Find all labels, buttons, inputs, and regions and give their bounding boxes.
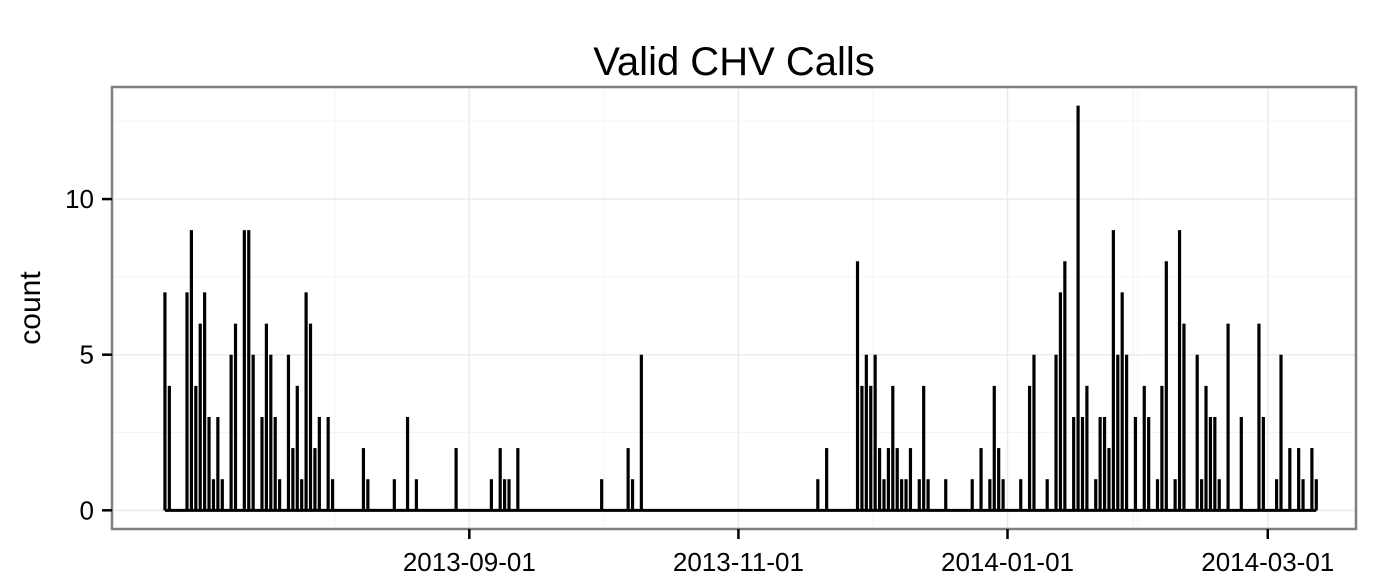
axes: 2013-09-01 2013-11-01 2014-01-01 2014-03-01… [65, 184, 1334, 577]
y-tick-label: 5 [80, 340, 94, 370]
x-tick-label: 2013-11-01 [673, 547, 804, 577]
plot-panel-border [110, 85, 1358, 531]
x-tick-label: 2013-09-01 [403, 547, 536, 577]
x-tick-label: 2014-01-01 [941, 547, 1074, 577]
chart-title: Valid CHV Calls [593, 40, 875, 84]
y-tick-label: 10 [65, 184, 94, 214]
y-axis-label: count [14, 271, 47, 345]
x-tick-label: 2014-03-01 [1201, 547, 1334, 577]
series [163, 105, 1318, 512]
y-tick-label: 0 [80, 495, 94, 525]
